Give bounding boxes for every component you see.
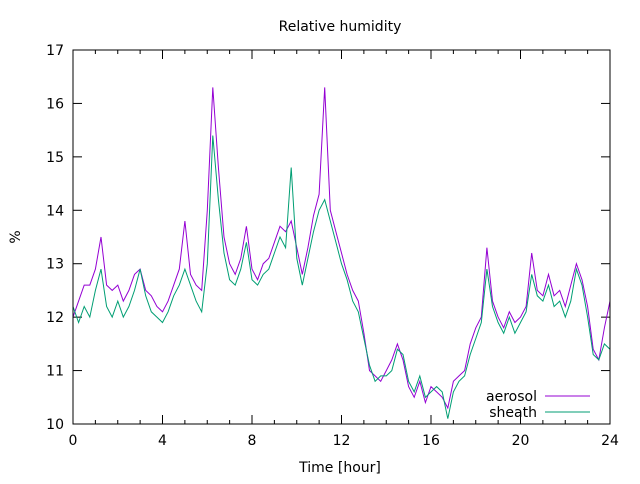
series-line-sheath	[72, 135, 611, 419]
y-tick-label: 10	[46, 417, 64, 433]
y-tick-label: 11	[46, 364, 64, 380]
legend-label-sheath: sheath	[489, 405, 537, 421]
legend-label-aerosol: aerosol	[486, 389, 537, 405]
x-tick-label: 20	[512, 433, 530, 449]
y-tick-label: 17	[46, 43, 64, 59]
x-axis-label: Time [hour]	[298, 460, 381, 476]
axis-ticks: 10 11 12 13 14 15 16 17 0 4 8 12 16 20 24	[46, 43, 619, 449]
x-tick-label: 0	[69, 433, 78, 449]
x-tick-label: 8	[248, 433, 257, 449]
y-axis-label: %	[8, 230, 24, 243]
series-lines	[72, 87, 611, 419]
plot-frame	[72, 49, 611, 425]
chart-title: Relative humidity	[279, 19, 402, 35]
x-tick-label: 24	[601, 433, 619, 449]
x-tick-label: 4	[158, 433, 167, 449]
y-tick-label: 16	[46, 96, 64, 112]
y-tick-label: 14	[46, 203, 64, 219]
y-tick-label: 12	[46, 310, 64, 326]
y-tick-label: 15	[46, 150, 64, 166]
x-tick-label: 16	[422, 433, 440, 449]
x-tick-label: 12	[333, 433, 351, 449]
series-line-aerosol	[72, 87, 611, 410]
y-tick-label: 13	[46, 257, 64, 273]
